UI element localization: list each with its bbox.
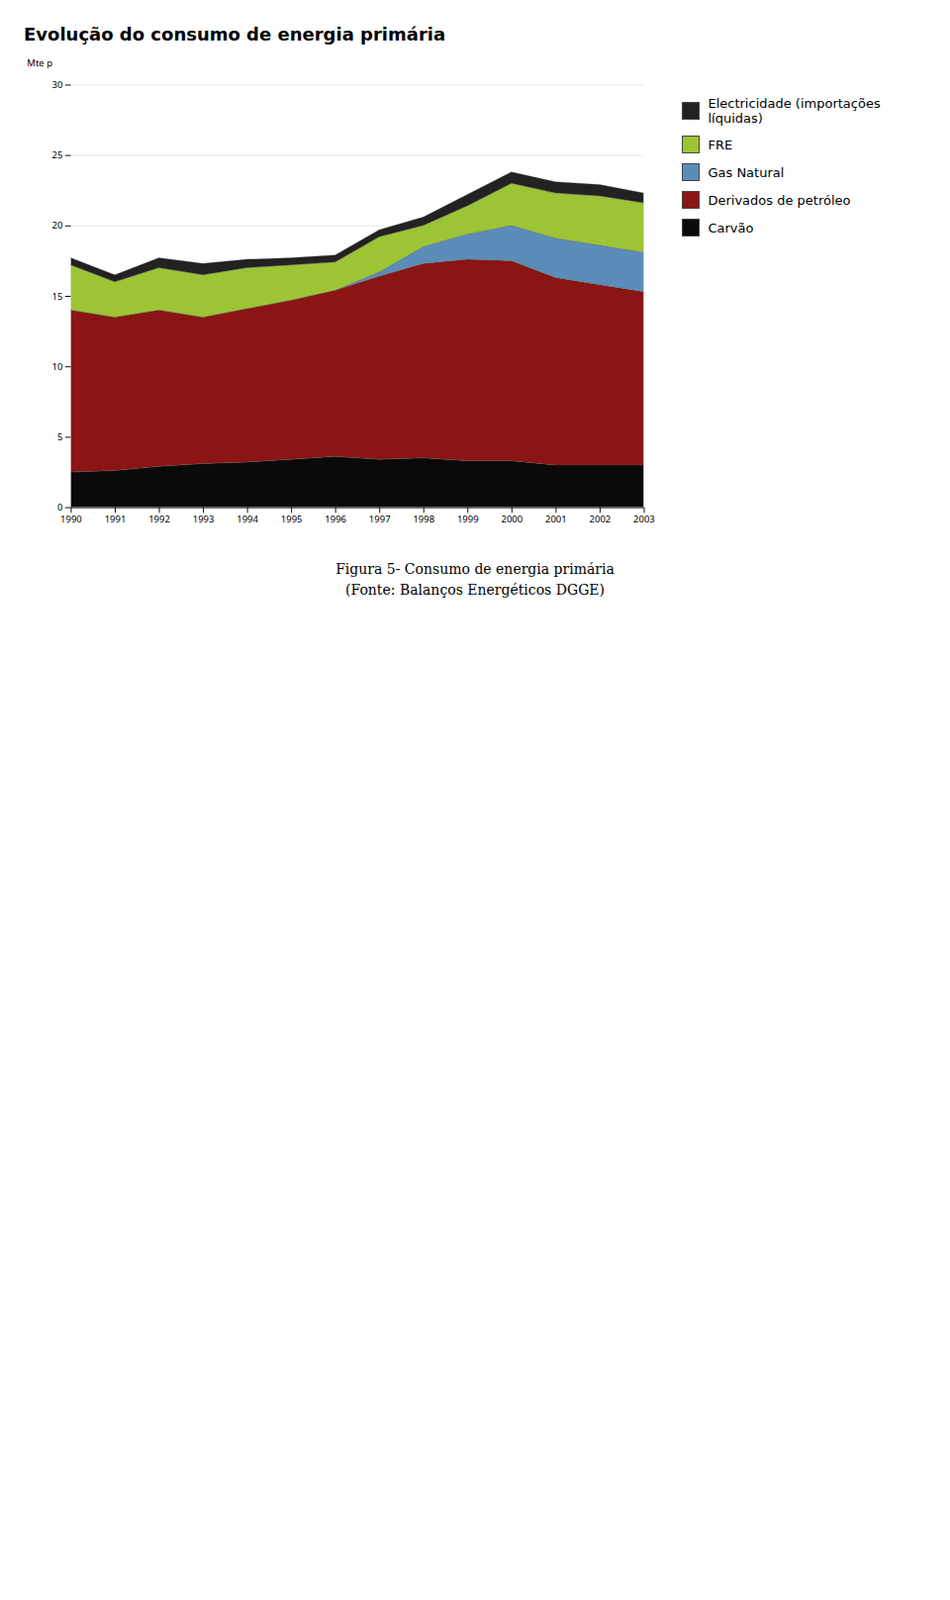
svg-text:1991: 1991 <box>104 512 127 526</box>
svg-text:2002: 2002 <box>589 512 612 526</box>
svg-text:1996: 1996 <box>324 512 347 526</box>
html-text:FRE: FRE <box>708 137 733 152</box>
html-text:Evolução do consumo de energia: Evolução do consumo de energia primária <box>23 23 446 45</box>
svg-text:1990: 1990 <box>60 512 83 526</box>
svg-text:2001: 2001 <box>545 512 568 526</box>
svg-text:Mte p: Mte p <box>26 56 53 70</box>
html-text:Electricidade (importações líq: Electricidade (importações líquidas) <box>708 95 881 126</box>
html-text:Derivados de petróleo: Derivados de petróleo <box>708 192 851 208</box>
html-text:(Fonte: Balanços Energéticos D: (Fonte: Balanços Energéticos DGGE) <box>345 581 605 598</box>
svg-text:0: 0 <box>57 500 63 514</box>
svg-text:10: 10 <box>52 360 64 374</box>
svg-text:30: 30 <box>52 78 64 92</box>
svg-text:5: 5 <box>57 430 63 444</box>
svg-text:2000: 2000 <box>500 512 523 526</box>
html-text:Carvão: Carvão <box>708 220 754 236</box>
svg-text:1997: 1997 <box>369 512 391 526</box>
svg-text:2003: 2003 <box>633 512 656 526</box>
svg-text:20: 20 <box>52 218 64 232</box>
svg-text:1999: 1999 <box>457 512 479 526</box>
svg-text:25: 25 <box>52 148 64 162</box>
svg-text:1992: 1992 <box>148 512 171 526</box>
svg-text:1993: 1993 <box>192 512 215 526</box>
svg-text:1994: 1994 <box>236 512 259 526</box>
svg-text:15: 15 <box>52 289 64 303</box>
svg-text:1995: 1995 <box>281 512 303 526</box>
html-text:Figura 5- Consumo de energia p: Figura 5- Consumo de energia primária <box>335 560 615 577</box>
svg-text:1998: 1998 <box>412 512 435 526</box>
html-text:Gas Natural: Gas Natural <box>708 164 785 180</box>
